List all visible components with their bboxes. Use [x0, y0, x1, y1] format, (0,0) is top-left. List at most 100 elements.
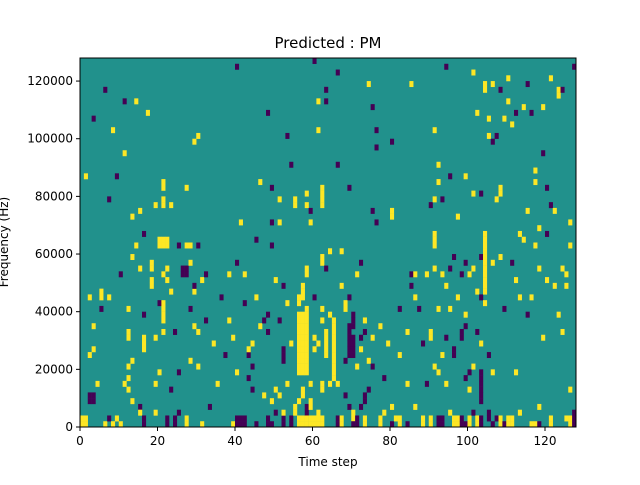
- heatmap-cell: [316, 98, 321, 105]
- heatmap-cell: [297, 363, 302, 370]
- heatmap-cell: [188, 259, 193, 266]
- x-tick-label: 100: [456, 434, 479, 448]
- heatmap-cell: [114, 173, 119, 180]
- heatmap-cell: [471, 265, 476, 272]
- heatmap-cell: [320, 415, 325, 422]
- heatmap-cell: [351, 352, 356, 359]
- heatmap-cell: [331, 352, 336, 359]
- heatmap-cell: [297, 328, 302, 335]
- heatmap-cell: [541, 334, 546, 341]
- heatmap-cell: [548, 75, 553, 82]
- heatmap-cell: [374, 219, 379, 226]
- heatmap-cell: [281, 415, 286, 422]
- heatmap-cell: [300, 323, 305, 330]
- heatmap-cell: [304, 369, 309, 376]
- heatmap-cell: [258, 323, 263, 330]
- heatmap-cell: [246, 375, 251, 382]
- heatmap-cell: [161, 236, 166, 243]
- heatmap-cell: [308, 207, 313, 214]
- heatmap-cell: [204, 317, 209, 324]
- heatmap-cell: [432, 230, 437, 237]
- heatmap-cell: [215, 380, 220, 387]
- heatmap-cell: [293, 196, 298, 203]
- heatmap-cell: [285, 132, 290, 139]
- heatmap-cell: [297, 317, 302, 324]
- heatmap-cell: [297, 415, 302, 422]
- heatmap-cell: [483, 86, 488, 93]
- heatmap-cell: [459, 328, 464, 335]
- heatmap-cell: [165, 236, 170, 243]
- heatmap-cell: [483, 265, 488, 272]
- heatmap-cell: [227, 317, 232, 324]
- heatmap-cell: [238, 219, 243, 226]
- heatmap-cell: [176, 369, 181, 376]
- heatmap-cell: [173, 328, 178, 335]
- heatmap-cell: [378, 415, 383, 422]
- heatmap-cell: [525, 207, 530, 214]
- heatmap-cell: [362, 392, 367, 399]
- heatmap-cell: [161, 300, 166, 307]
- heatmap-cell: [545, 230, 550, 237]
- heatmap-cell: [359, 334, 364, 341]
- heatmap-cell: [281, 357, 286, 364]
- heatmap-cell: [397, 421, 402, 428]
- heatmap-cell: [529, 109, 534, 116]
- heatmap-cell: [335, 415, 340, 422]
- heatmap-cell: [130, 357, 135, 364]
- heatmap-cell: [331, 328, 336, 335]
- heatmap-cell: [452, 254, 457, 260]
- heatmap-cell: [331, 334, 336, 341]
- heatmap-cell: [304, 409, 309, 416]
- heatmap-cell: [355, 421, 360, 428]
- heatmap-cell: [184, 271, 189, 278]
- heatmap-cell: [432, 196, 437, 203]
- x-tick-label: 120: [534, 434, 557, 448]
- heatmap-cell: [192, 138, 197, 145]
- heatmap-cell: [126, 386, 131, 393]
- heatmap-cell: [486, 352, 491, 359]
- heatmap-cell: [386, 340, 391, 347]
- heatmap-cell: [347, 352, 352, 359]
- heatmap-cell: [560, 328, 565, 335]
- y-tick-label: 100000: [27, 132, 73, 146]
- heatmap-cell: [479, 254, 484, 260]
- heatmap-cell: [440, 271, 445, 278]
- heatmap-cell: [479, 421, 484, 428]
- heatmap-cell: [351, 334, 356, 341]
- heatmap-cell: [424, 271, 429, 278]
- heatmap-cell: [362, 317, 367, 324]
- heatmap-cell: [273, 386, 278, 393]
- heatmap-cell: [111, 421, 116, 428]
- heatmap-cell: [545, 277, 550, 284]
- heatmap-cell: [440, 415, 445, 422]
- heatmap-cell: [165, 421, 170, 428]
- heatmap-cell: [300, 352, 305, 359]
- heatmap-cell: [281, 421, 286, 428]
- heatmap-cell: [238, 421, 243, 428]
- heatmap-cell: [285, 300, 290, 307]
- heatmap-cell: [552, 207, 557, 214]
- heatmap-cell: [304, 352, 309, 359]
- heatmap-cell: [502, 115, 507, 122]
- heatmap-cell: [91, 346, 96, 353]
- heatmap-cell: [486, 415, 491, 422]
- heatmap-cell: [459, 334, 464, 341]
- heatmap-cell: [231, 421, 236, 428]
- heatmap-cell: [421, 415, 426, 422]
- heatmap-cell: [235, 259, 240, 266]
- heatmap-cell: [490, 369, 495, 376]
- heatmap-cell: [211, 340, 216, 347]
- heatmap-cell: [405, 328, 410, 335]
- heatmap-cell: [192, 288, 197, 295]
- heatmap-cell: [490, 259, 495, 266]
- heatmap-cell: [331, 317, 336, 324]
- heatmap-cell: [479, 375, 484, 382]
- heatmap-cell: [304, 305, 309, 312]
- heatmap-cell: [351, 323, 356, 330]
- heatmap-cell: [153, 334, 158, 341]
- heatmap-cell: [242, 415, 247, 422]
- heatmap-cell: [161, 242, 166, 249]
- heatmap-cell: [335, 380, 340, 387]
- heatmap-cell: [161, 311, 166, 318]
- heatmap-cell: [281, 346, 286, 353]
